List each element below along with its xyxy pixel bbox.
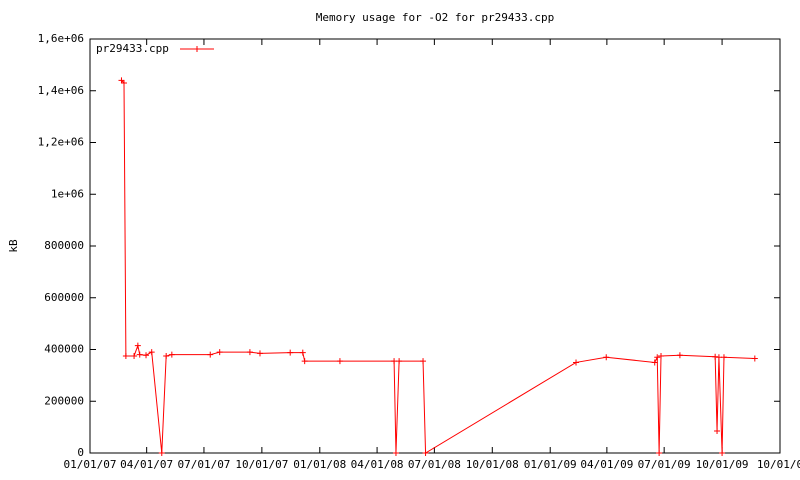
data-point (420, 358, 427, 365)
data-point (651, 359, 658, 366)
data-point (654, 354, 661, 361)
data-point (719, 450, 726, 456)
x-tick-label: 04/01/07 (120, 458, 173, 471)
data-point (158, 450, 165, 456)
y-tick-label: 800000 (44, 239, 84, 252)
chart-title: Memory usage for -O2 for pr29433.cpp (316, 11, 554, 24)
data-point (256, 350, 263, 357)
data-point (656, 450, 663, 456)
data-point (391, 358, 398, 365)
x-tick-label: 04/01/08 (351, 458, 404, 471)
data-point (751, 355, 758, 362)
y-tick-label: 1,2e+06 (38, 136, 84, 149)
legend-marker (194, 46, 200, 52)
x-tick-label: 10/01/09 (696, 458, 749, 471)
x-tick-label: 10/01/08 (466, 458, 519, 471)
data-point (658, 352, 665, 359)
data-point (246, 349, 253, 356)
y-axis-label: kB (7, 239, 20, 253)
data-point (676, 352, 683, 359)
x-tick-label: 01/01/07 (64, 458, 117, 471)
x-tick-label: 04/01/09 (580, 458, 633, 471)
series-line (121, 80, 755, 454)
data-point (422, 450, 429, 456)
data-point (118, 77, 125, 84)
data-point (299, 349, 306, 356)
data-point (168, 351, 175, 358)
data-point (216, 349, 223, 356)
data-point (720, 354, 727, 361)
y-tick-label: 400000 (44, 343, 84, 356)
data-point (136, 351, 143, 358)
y-tick-label: 1e+06 (51, 187, 84, 200)
data-point (301, 358, 308, 365)
plot-frame (89, 38, 781, 454)
data-point (392, 450, 399, 456)
data-point (134, 342, 141, 349)
x-tick-label: 10/01/0 (757, 458, 800, 471)
data-point (603, 354, 610, 361)
data-point (143, 352, 150, 359)
data-point (120, 79, 127, 86)
data-point (122, 352, 129, 359)
y-tick-label: 1,6e+06 (38, 32, 84, 45)
data-point (712, 353, 719, 360)
data-point (714, 428, 721, 435)
x-tick-label: 07/01/08 (408, 458, 461, 471)
data-point (148, 349, 155, 356)
legend-label: pr29433.cpp (96, 42, 169, 55)
y-tick-label: 1,4e+06 (38, 84, 84, 97)
data-point (287, 349, 294, 356)
data-point (163, 352, 170, 359)
y-tick-label: 0 (77, 446, 84, 459)
data-point (336, 358, 343, 365)
data-point (396, 358, 403, 365)
x-tick-label: 01/01/09 (524, 458, 577, 471)
x-tick-label: 01/01/08 (293, 458, 346, 471)
x-tick-label: 07/01/09 (638, 458, 691, 471)
y-tick-label: 600000 (44, 291, 84, 304)
data-point (131, 352, 138, 359)
x-tick-label: 10/01/07 (235, 458, 288, 471)
x-tick-label: 07/01/07 (177, 458, 230, 471)
data-point (715, 354, 722, 361)
data-point (573, 359, 580, 366)
data-point (207, 351, 214, 358)
y-tick-label: 200000 (44, 394, 84, 407)
